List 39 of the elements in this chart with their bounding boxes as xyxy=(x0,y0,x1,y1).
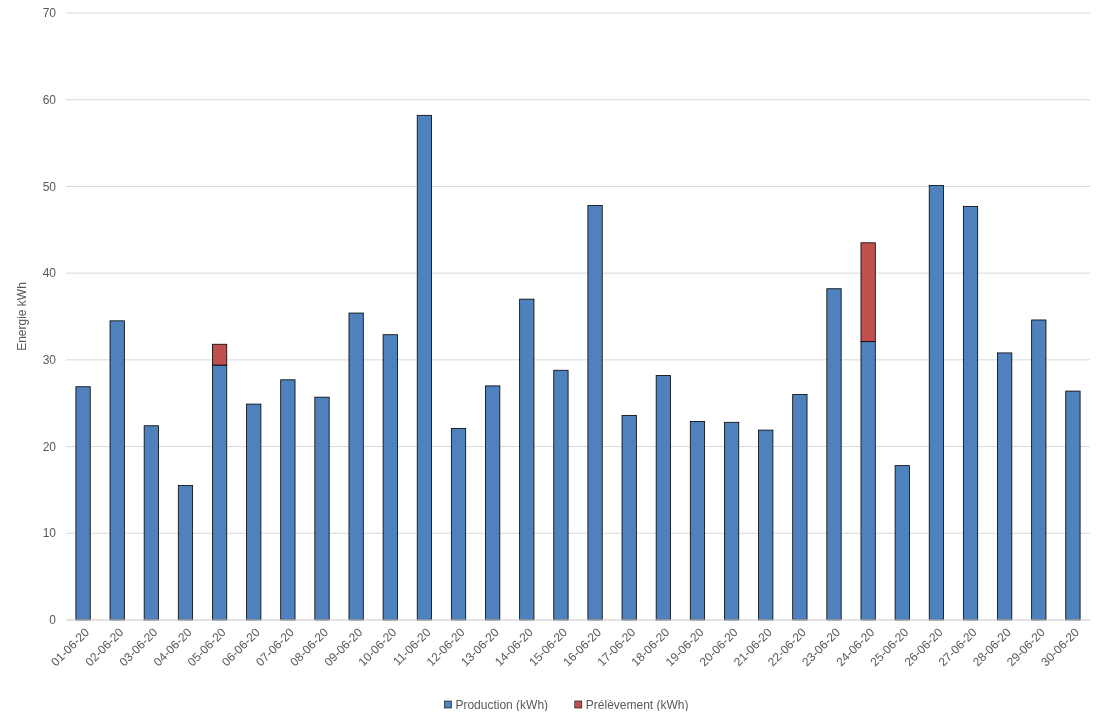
bar xyxy=(382,334,398,621)
bar xyxy=(519,298,535,621)
bar xyxy=(1031,319,1047,621)
y-tick-label: 0 xyxy=(49,613,57,628)
y-tick-label: 70 xyxy=(42,6,57,21)
bar xyxy=(928,185,944,621)
legend-label: Production (kWh) xyxy=(455,697,549,712)
bar xyxy=(280,379,296,621)
bar xyxy=(792,394,808,621)
bar xyxy=(826,288,842,621)
bar xyxy=(962,205,979,621)
y-tick-label: 10 xyxy=(42,526,57,541)
bar xyxy=(450,427,467,621)
bar xyxy=(997,352,1013,621)
bar xyxy=(724,421,740,621)
bar xyxy=(553,369,569,621)
bar xyxy=(348,312,364,621)
bar xyxy=(485,385,501,621)
bar xyxy=(314,396,330,621)
bar xyxy=(177,485,194,621)
y-tick-label: 50 xyxy=(42,179,57,194)
bar xyxy=(109,320,125,621)
legend-label: Prélèvement (kWh) xyxy=(585,697,689,712)
bar xyxy=(587,205,603,621)
bar xyxy=(689,421,706,621)
y-tick-label: 40 xyxy=(42,266,57,281)
y-axis-title: Energie kWh xyxy=(15,282,29,351)
y-tick-label: 60 xyxy=(42,92,57,107)
bar xyxy=(655,375,671,621)
y-tick-label: 20 xyxy=(42,439,57,454)
bar xyxy=(894,465,910,621)
bar xyxy=(758,429,774,621)
y-tick-label: 30 xyxy=(42,353,57,368)
bar xyxy=(621,414,637,621)
bar xyxy=(416,114,432,621)
bar xyxy=(143,425,159,621)
bar xyxy=(1065,390,1081,621)
bar xyxy=(246,403,262,621)
bar xyxy=(75,386,91,621)
